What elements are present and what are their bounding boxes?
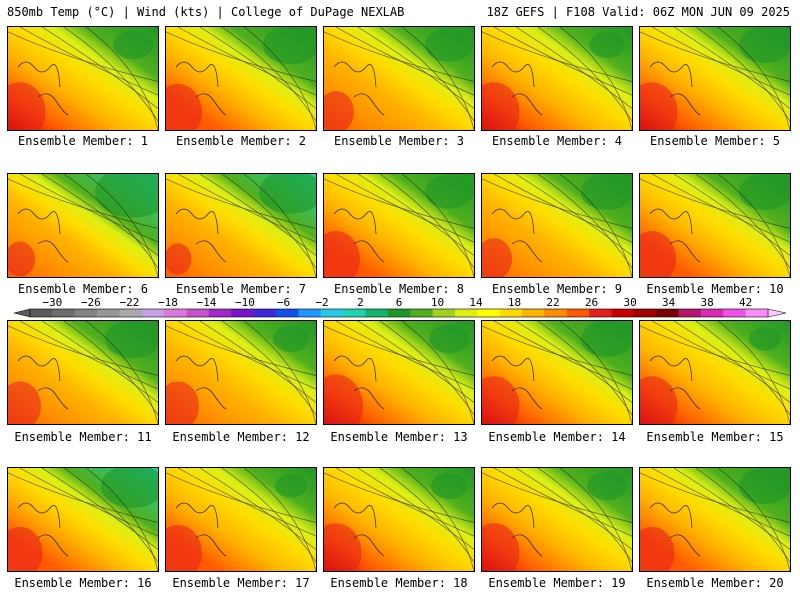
- colorbar-tick-label: −2: [315, 296, 328, 309]
- colorbar-segment: [454, 309, 478, 317]
- colorbar-segment: [343, 309, 366, 317]
- ensemble-member-label: Ensemble Member: 18: [330, 576, 468, 590]
- ensemble-member-label: Ensemble Member: 4: [491, 134, 623, 148]
- ensemble-member-label: Ensemble Member: 7: [175, 282, 307, 296]
- colorbar-segment: [589, 309, 612, 317]
- colorbar-segment: [633, 309, 657, 317]
- ensemble-member-map: [323, 320, 475, 425]
- colorbar-segment: [208, 309, 232, 317]
- ensemble-member-label: Ensemble Member: 3: [333, 134, 465, 148]
- ensemble-member-label: Ensemble Member: 8: [333, 282, 465, 296]
- ensemble-member-map: [481, 173, 633, 278]
- ensemble-member-label: Ensemble Member: 15: [646, 430, 784, 444]
- temperature-colorbar: −30 −26 −22 −18 −14 −10 −6 −2 2 6 10 14 18 22 26 30 34 38…: [13, 296, 787, 318]
- ensemble-member-map: [7, 26, 159, 131]
- colorbar-segment: [253, 309, 277, 317]
- colorbar-segment: [745, 309, 769, 317]
- ensemble-member-map: [639, 467, 791, 572]
- colorbar-tick-label: 38: [700, 296, 713, 309]
- ensemble-member-map: [323, 26, 475, 131]
- colorbar-min-arrow: [13, 308, 31, 318]
- colorbar-segment: [186, 309, 210, 317]
- colorbar-segment: [74, 309, 98, 317]
- ensemble-member-label: Ensemble Member: 6: [17, 282, 149, 296]
- colorbar-segment: [432, 309, 456, 317]
- map-title: 850mb Temp (°C) | Wind (kts) | College o…: [7, 5, 405, 19]
- colorbar-tick-label: 34: [662, 296, 676, 309]
- ensemble-member-map: [481, 320, 633, 425]
- colorbar-tick-label: −6: [277, 296, 290, 309]
- colorbar-segment: [723, 309, 746, 317]
- ensemble-member-map: [165, 320, 317, 425]
- ensemble-member-label: Ensemble Member: 1: [17, 134, 149, 148]
- colorbar-tick-label: 18: [508, 296, 521, 309]
- colorbar-segment: [276, 309, 299, 317]
- colorbar-segment: [477, 309, 500, 317]
- colorbar-tick-label: 2: [357, 296, 364, 309]
- colorbar-segment: [499, 309, 523, 317]
- colorbar-tick-label: −26: [81, 296, 101, 309]
- colorbar-tick-label: 22: [546, 296, 559, 309]
- ensemble-member-label: Ensemble Member: 10: [646, 282, 784, 296]
- colorbar-segment: [141, 309, 165, 317]
- ensemble-member-label: Ensemble Member: 16: [14, 576, 152, 590]
- ensemble-member-map: [7, 467, 159, 572]
- ensemble-member-map: [323, 173, 475, 278]
- ensemble-member-map: [323, 467, 475, 572]
- colorbar-segment: [365, 309, 389, 317]
- colorbar-tick-label: 14: [469, 296, 483, 309]
- ensemble-member-map: [7, 320, 159, 425]
- colorbar-max-arrow: [767, 308, 787, 318]
- ensemble-member-label: Ensemble Member: 20: [646, 576, 784, 590]
- colorbar-tick-label: 6: [396, 296, 403, 309]
- ensemble-member-map: [481, 26, 633, 131]
- colorbar-tick-label: −10: [235, 296, 255, 309]
- ensemble-member-map: [165, 26, 317, 131]
- colorbar-segment: [164, 309, 187, 317]
- colorbar-segment: [522, 309, 545, 317]
- colorbar-tick-label: −22: [119, 296, 139, 309]
- ensemble-member-label: Ensemble Member: 9: [491, 282, 623, 296]
- colorbar-segment: [700, 309, 724, 317]
- run-valid-time: 18Z GEFS | F108 Valid: 06Z MON JUN 09 20…: [486, 5, 790, 19]
- ensemble-member-label: Ensemble Member: 14: [488, 430, 626, 444]
- colorbar-tick-label: 30: [623, 296, 636, 309]
- ensemble-member-label: Ensemble Member: 5: [649, 134, 781, 148]
- ensemble-member-label: Ensemble Member: 12: [172, 430, 310, 444]
- ensemble-member-label: Ensemble Member: 19: [488, 576, 626, 590]
- ensemble-member-label: Ensemble Member: 13: [330, 430, 468, 444]
- ensemble-member-map: [481, 467, 633, 572]
- colorbar-tick-label: 42: [739, 296, 752, 309]
- ensemble-member-map: [639, 320, 791, 425]
- colorbar-segment: [656, 309, 679, 317]
- ensemble-member-map: [639, 173, 791, 278]
- colorbar-tick-label: 26: [585, 296, 598, 309]
- ensemble-member-map: [165, 467, 317, 572]
- colorbar-tick-label: −14: [196, 296, 216, 309]
- colorbar-segment: [410, 309, 433, 317]
- colorbar-segment: [566, 309, 590, 317]
- colorbar-segment: [119, 309, 143, 317]
- ensemble-member-map: [165, 173, 317, 278]
- colorbar-tick-label: −30: [42, 296, 62, 309]
- colorbar-segment: [678, 309, 702, 317]
- colorbar-segment: [544, 309, 568, 317]
- colorbar-segment: [387, 309, 411, 317]
- colorbar-segment: [97, 309, 120, 317]
- ensemble-member-label: Ensemble Member: 17: [172, 576, 310, 590]
- colorbar-segment: [231, 309, 254, 317]
- colorbar-segment: [320, 309, 344, 317]
- colorbar-segment: [298, 309, 322, 317]
- colorbar-segment: [611, 309, 635, 317]
- colorbar-tick-label: −18: [158, 296, 178, 309]
- ensemble-member-label: Ensemble Member: 2: [175, 134, 307, 148]
- colorbar-tick-label: 10: [431, 296, 444, 309]
- colorbar-segment: [52, 309, 76, 317]
- ensemble-member-map: [7, 173, 159, 278]
- colorbar-segment: [30, 309, 53, 317]
- ensemble-member-label: Ensemble Member: 11: [14, 430, 152, 444]
- ensemble-member-map: [639, 26, 791, 131]
